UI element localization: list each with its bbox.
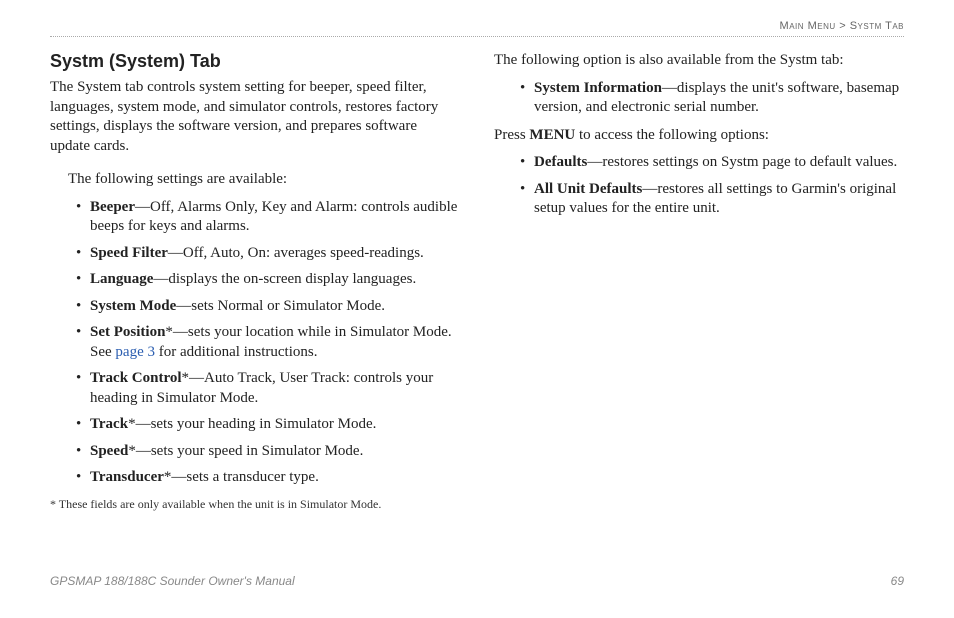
desc: —sets your speed in Simulator Mode. (136, 443, 363, 459)
right-list-1: System Information—displays the unit's s… (520, 79, 904, 118)
footer-title: GPSMAP 188/188C Sounder Owner's Manual (50, 574, 295, 588)
desc: —Off, Alarms Only, Key and Alarm: contro… (90, 199, 457, 235)
desc: —Off, Auto, On: averages speed-readings. (168, 245, 424, 261)
term: Speed (90, 443, 128, 459)
breadcrumb-part-1: Main Menu (780, 20, 836, 32)
settings-list: Beeper—Off, Alarms Only, Key and Alarm: … (76, 198, 460, 488)
press-menu-line: Press MENU to access the following optio… (494, 126, 904, 146)
desc: —sets a transducer type. (171, 469, 318, 485)
term: System Information (534, 80, 662, 96)
section-heading: Systm (System) Tab (50, 51, 460, 72)
page-content: Main Menu > Systm Tab Systm (System) Tab… (0, 0, 954, 572)
term: Defaults (534, 154, 587, 170)
list-item: Track*—sets your heading in Simulator Mo… (76, 415, 460, 435)
list-item: Speed*—sets your speed in Simulator Mode… (76, 442, 460, 462)
list-item: System Information—displays the unit's s… (520, 79, 904, 118)
asterisk: * (182, 370, 190, 386)
settings-lead: The following settings are available: (68, 170, 460, 190)
term: Set Position (90, 324, 165, 340)
two-column-layout: Systm (System) Tab The System tab contro… (50, 51, 904, 512)
term: Language (90, 271, 153, 287)
right-column: The following option is also available f… (494, 51, 904, 512)
list-item: Track Control*—Auto Track, User Track: c… (76, 369, 460, 408)
term: System Mode (90, 298, 176, 314)
list-item: Transducer*—sets a transducer type. (76, 468, 460, 488)
left-column: Systm (System) Tab The System tab contro… (50, 51, 460, 512)
page-link[interactable]: page 3 (115, 344, 155, 360)
page-number: 69 (891, 574, 904, 588)
list-item: Set Position*—sets your location while i… (76, 323, 460, 362)
breadcrumb: Main Menu > Systm Tab (50, 20, 904, 32)
list-item: Speed Filter—Off, Auto, On: averages spe… (76, 244, 460, 264)
press-c: to access the following options: (575, 127, 769, 143)
term: Transducer (90, 469, 164, 485)
right-list-2: Defaults—restores settings on Systm page… (520, 153, 904, 219)
term: Track (90, 416, 128, 432)
breadcrumb-part-2: Systm Tab (850, 20, 904, 32)
desc-b: for additional instructions. (155, 344, 317, 360)
list-item: System Mode—sets Normal or Simulator Mod… (76, 297, 460, 317)
footnote: * These fields are only available when t… (50, 496, 460, 513)
breadcrumb-separator: > (836, 20, 850, 32)
desc: —restores settings on Systm page to defa… (587, 154, 897, 170)
page-footer: GPSMAP 188/188C Sounder Owner's Manual 6… (50, 574, 904, 588)
desc: —sets your heading in Simulator Mode. (136, 416, 377, 432)
asterisk: * (165, 324, 173, 340)
menu-key-label: MENU (529, 127, 575, 143)
header-divider (50, 36, 904, 37)
press-a: Press (494, 127, 529, 143)
term: Track Control (90, 370, 182, 386)
list-item: All Unit Defaults—restores all settings … (520, 180, 904, 219)
list-item: Beeper—Off, Alarms Only, Key and Alarm: … (76, 198, 460, 237)
list-item: Defaults—restores settings on Systm page… (520, 153, 904, 173)
desc: —displays the on-screen display language… (153, 271, 416, 287)
term: All Unit Defaults (534, 181, 642, 197)
right-lead-1: The following option is also available f… (494, 51, 904, 71)
asterisk: * (128, 416, 136, 432)
asterisk: * (128, 443, 136, 459)
term: Beeper (90, 199, 135, 215)
term: Speed Filter (90, 245, 168, 261)
desc: —sets Normal or Simulator Mode. (176, 298, 385, 314)
intro-paragraph: The System tab controls system setting f… (50, 78, 460, 156)
list-item: Language—displays the on-screen display … (76, 270, 460, 290)
